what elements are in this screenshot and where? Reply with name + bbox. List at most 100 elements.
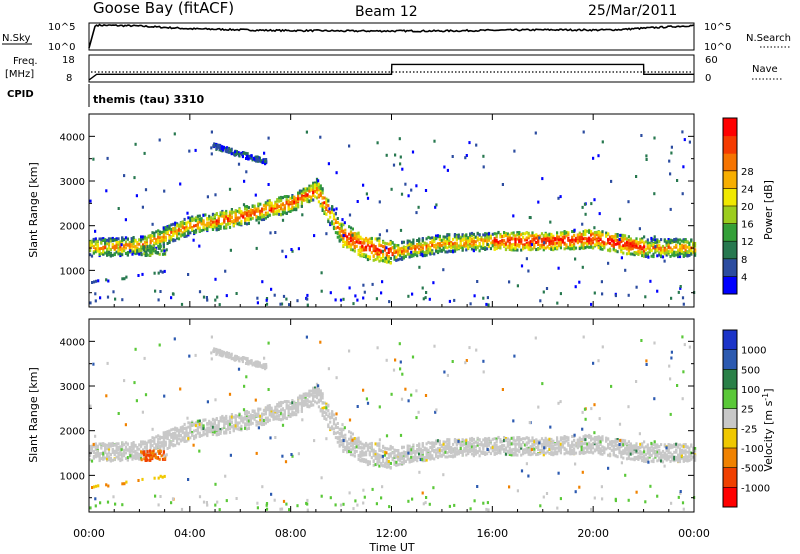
velocity-echo-cell [280, 408, 283, 412]
power-echo-cell [514, 234, 517, 238]
velocity-echo-cell [155, 447, 158, 450]
power-echo-cell [533, 235, 536, 239]
power-echo-cell [219, 213, 222, 217]
power-echo-cell [557, 235, 561, 239]
power-echo-cell [627, 293, 630, 297]
velocity-echo-cell [368, 442, 371, 446]
power-echo-cell [401, 252, 404, 256]
velocity-echo-cell [402, 456, 405, 460]
velocity-echo-cell [459, 444, 462, 448]
velocity-echo-cell [185, 439, 188, 443]
power-echo-cell [395, 258, 398, 262]
power-echo-cell [444, 243, 447, 247]
velocity-echo-cell [153, 447, 156, 451]
power-echo-cell [491, 241, 494, 244]
power-echo-cell [383, 259, 387, 263]
velocity-echo-cell [366, 446, 370, 450]
power-echo-cell [304, 187, 307, 191]
power-echo-cell [470, 231, 474, 235]
velocity-echo-cell [140, 443, 143, 447]
velocity-echo-cell [132, 442, 135, 446]
power-echo-cell [249, 154, 252, 158]
power-echo-cell [540, 232, 544, 236]
velocity-echo-cell [261, 420, 264, 424]
power-echo-cell [546, 238, 549, 242]
power-echo-cell [174, 238, 177, 242]
power-echo-cell [196, 214, 199, 218]
velocity-echo-cell [189, 436, 192, 440]
power-echo-cell [399, 257, 402, 261]
velocity-echo-cell [472, 450, 475, 454]
power-echo-cell [172, 239, 175, 243]
power-echo-cell [574, 246, 578, 250]
power-echo-cell [264, 159, 267, 163]
power-echo-cell [140, 238, 143, 242]
power-echo-cell [686, 245, 689, 249]
power-echo-cell [315, 183, 319, 187]
power-echo-cell [187, 226, 190, 230]
power-echo-cell [414, 251, 417, 254]
power-echo-cell [643, 245, 646, 249]
velocity-echo-cell [452, 442, 455, 446]
power-echo-cell [436, 249, 440, 253]
power-echo-cell [115, 237, 118, 241]
power-echo-cell [667, 252, 670, 256]
velocity-echo-cell [170, 440, 173, 444]
power-echo-cell [314, 195, 317, 199]
power-echo-cell [450, 242, 453, 246]
velocity-echo-cell [351, 453, 354, 457]
power-echo-cell [236, 209, 239, 213]
power-echo-cell [546, 236, 549, 240]
velocity-echo-cell [138, 454, 141, 458]
power-echo-cell [228, 225, 232, 229]
velocity-echo-cell [115, 448, 118, 452]
power-echo-cell [274, 204, 277, 208]
power-echo-cell [225, 225, 228, 229]
power-echo-cell [459, 239, 462, 243]
date-title: 25/Mar/2011 [588, 3, 677, 19]
power-echo-cell [647, 255, 650, 259]
power-echo-cell [336, 235, 339, 239]
power-echo-cell [461, 238, 464, 242]
power-echo-cell [92, 250, 95, 253]
velocity-echo-cell [421, 451, 424, 455]
power-echo-cell [506, 232, 509, 236]
power-echo-cell [119, 242, 122, 246]
velocity-echo-cell [172, 437, 175, 441]
power-echo-cell [619, 233, 622, 237]
power-echo-cell [444, 245, 447, 249]
velocity-echo-cell [332, 430, 336, 434]
velocity-echo-cell [452, 447, 455, 451]
power-echo-cell [660, 251, 663, 255]
power-echo-cell [315, 187, 319, 190]
power-echo-cell [161, 270, 164, 274]
power-echo-cell [678, 242, 682, 246]
power-echo-cell [163, 252, 166, 255]
velocity-echo-cell [425, 449, 428, 453]
power-echo-cell [348, 213, 352, 217]
velocity-echo-cell [117, 448, 120, 452]
velocity-echo-cell [187, 421, 190, 425]
power-echo-cell [298, 189, 302, 193]
power-echo-cell [580, 240, 583, 244]
power-echo-cell [232, 223, 235, 227]
power-echo-cell [193, 218, 196, 222]
velocity-echo-cell [232, 428, 235, 432]
power-echo-cell [527, 243, 530, 247]
velocity-echo-cell [187, 437, 190, 441]
power-echo-cell [694, 251, 697, 255]
power-echo-cell [503, 234, 506, 237]
power-echo-cell [189, 216, 192, 220]
velocity-echo-cell [159, 435, 162, 439]
power-echo-cell [194, 219, 198, 223]
power-echo-cell [380, 244, 383, 248]
power-echo-cell [138, 252, 141, 256]
velocity-echo-cell [300, 405, 303, 409]
power-echo-cell [561, 232, 564, 236]
velocity-echo-cell [159, 437, 162, 441]
power-echo-cell [336, 231, 339, 235]
velocity-echo-cell [289, 406, 292, 409]
velocity-echo-cell [349, 450, 353, 453]
velocity-echo-cell [436, 439, 440, 443]
power-echo-cell [431, 243, 434, 247]
